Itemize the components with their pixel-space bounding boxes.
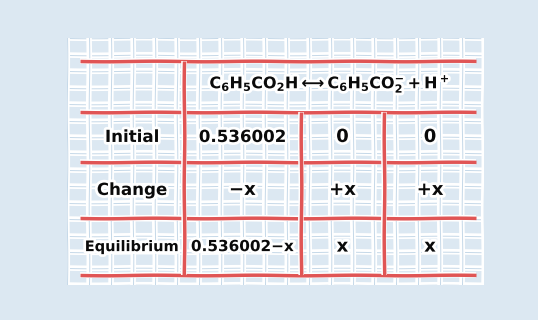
Text: Equilibrium: Equilibrium (85, 239, 179, 254)
Text: Initial: Initial (105, 128, 159, 146)
Text: 0.536002−x: 0.536002−x (191, 239, 294, 254)
Text: −x: −x (229, 181, 256, 199)
Text: +x: +x (417, 181, 443, 199)
Text: Change: Change (97, 181, 167, 199)
Text: 0: 0 (336, 128, 349, 146)
Text: 0: 0 (424, 128, 436, 146)
Text: x: x (337, 238, 348, 256)
Text: x: x (424, 238, 436, 256)
Text: +x: +x (329, 181, 356, 199)
Text: 0.536002: 0.536002 (199, 128, 286, 146)
Text: $\mathbf{C_6H_5CO_2H \longleftrightarrow C_6H_5CO_2^{\boldsymbol{-}} + H^+}$: $\mathbf{C_6H_5CO_2H \longleftrightarrow… (209, 73, 450, 95)
